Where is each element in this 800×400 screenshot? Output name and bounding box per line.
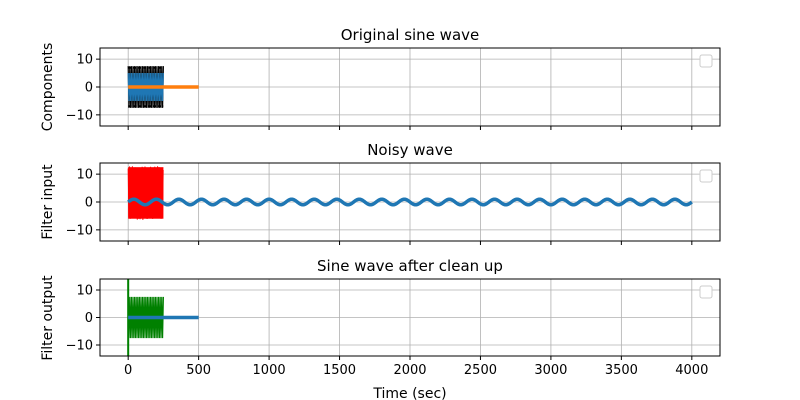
panel-noisy-wave: Noisy wave Filter input −10 0 10 xyxy=(40,141,721,245)
y-tick-label: −10 xyxy=(66,339,93,354)
plot-area: −10 0 10 xyxy=(66,162,721,245)
data-layer xyxy=(127,279,199,356)
panel-title: Sine wave after clean up xyxy=(317,257,503,275)
panel-title: Original sine wave xyxy=(341,26,480,44)
data-series-oscillation xyxy=(127,73,164,101)
y-tick-label: 0 xyxy=(85,81,93,96)
x-axis-label: Time (sec) xyxy=(372,386,446,400)
y-tick-label: 10 xyxy=(76,53,93,68)
x-tick-label: 2000 xyxy=(393,363,426,378)
plot-area: −10 0 10 0 500 1000 1500 2000 2500 3000 3500 4000 xyxy=(66,278,721,378)
plot-area: −10 0 10 xyxy=(66,47,721,130)
x-tick-label: 2500 xyxy=(464,363,497,378)
x-tick-label: 500 xyxy=(186,363,211,378)
data-series-oscillation xyxy=(127,296,164,339)
x-tick-label: 3000 xyxy=(534,363,567,378)
y-tick-label: 0 xyxy=(85,196,93,211)
x-tick-label: 4000 xyxy=(675,363,708,378)
data-series-noise xyxy=(127,166,164,220)
y-tick-label: −10 xyxy=(66,223,93,238)
data-series-sine xyxy=(127,197,693,207)
data-layer xyxy=(127,166,693,220)
y-axis-label: Components xyxy=(40,43,56,132)
y-axis-label: Filter input xyxy=(40,164,56,240)
panel-original-sine-wave: Original sine wave Components −10 0 10 xyxy=(40,26,721,132)
panel-title: Noisy wave xyxy=(367,141,453,159)
legend-box xyxy=(699,285,713,299)
y-tick-label: 10 xyxy=(76,284,93,299)
data-layer xyxy=(127,66,199,108)
y-axis-label: Filter output xyxy=(40,275,56,361)
panel-sine-wave-after-clean-up: Sine wave after clean up Filter output −… xyxy=(40,257,721,400)
legend-box xyxy=(699,54,713,68)
x-tick-label: 1000 xyxy=(253,363,286,378)
x-tick-label: 0 xyxy=(124,363,132,378)
y-tick-label: 0 xyxy=(85,311,93,326)
legend-box xyxy=(699,169,713,183)
y-tick-label: 10 xyxy=(76,168,93,183)
y-tick-label: −10 xyxy=(66,108,93,123)
x-tick-label: 3500 xyxy=(605,363,638,378)
x-tick-label: 1500 xyxy=(323,363,356,378)
